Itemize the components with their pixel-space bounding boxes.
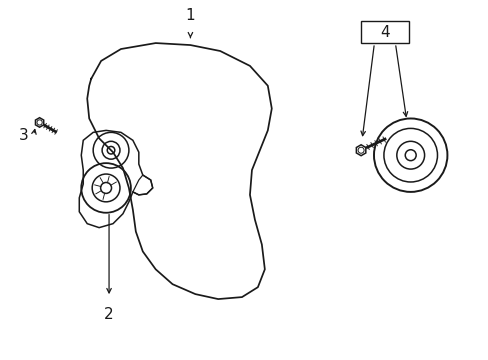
Text: 4: 4 [379,24,389,40]
Text: 3: 3 [19,128,28,143]
Text: 2: 2 [104,307,114,322]
Text: 1: 1 [185,8,195,23]
